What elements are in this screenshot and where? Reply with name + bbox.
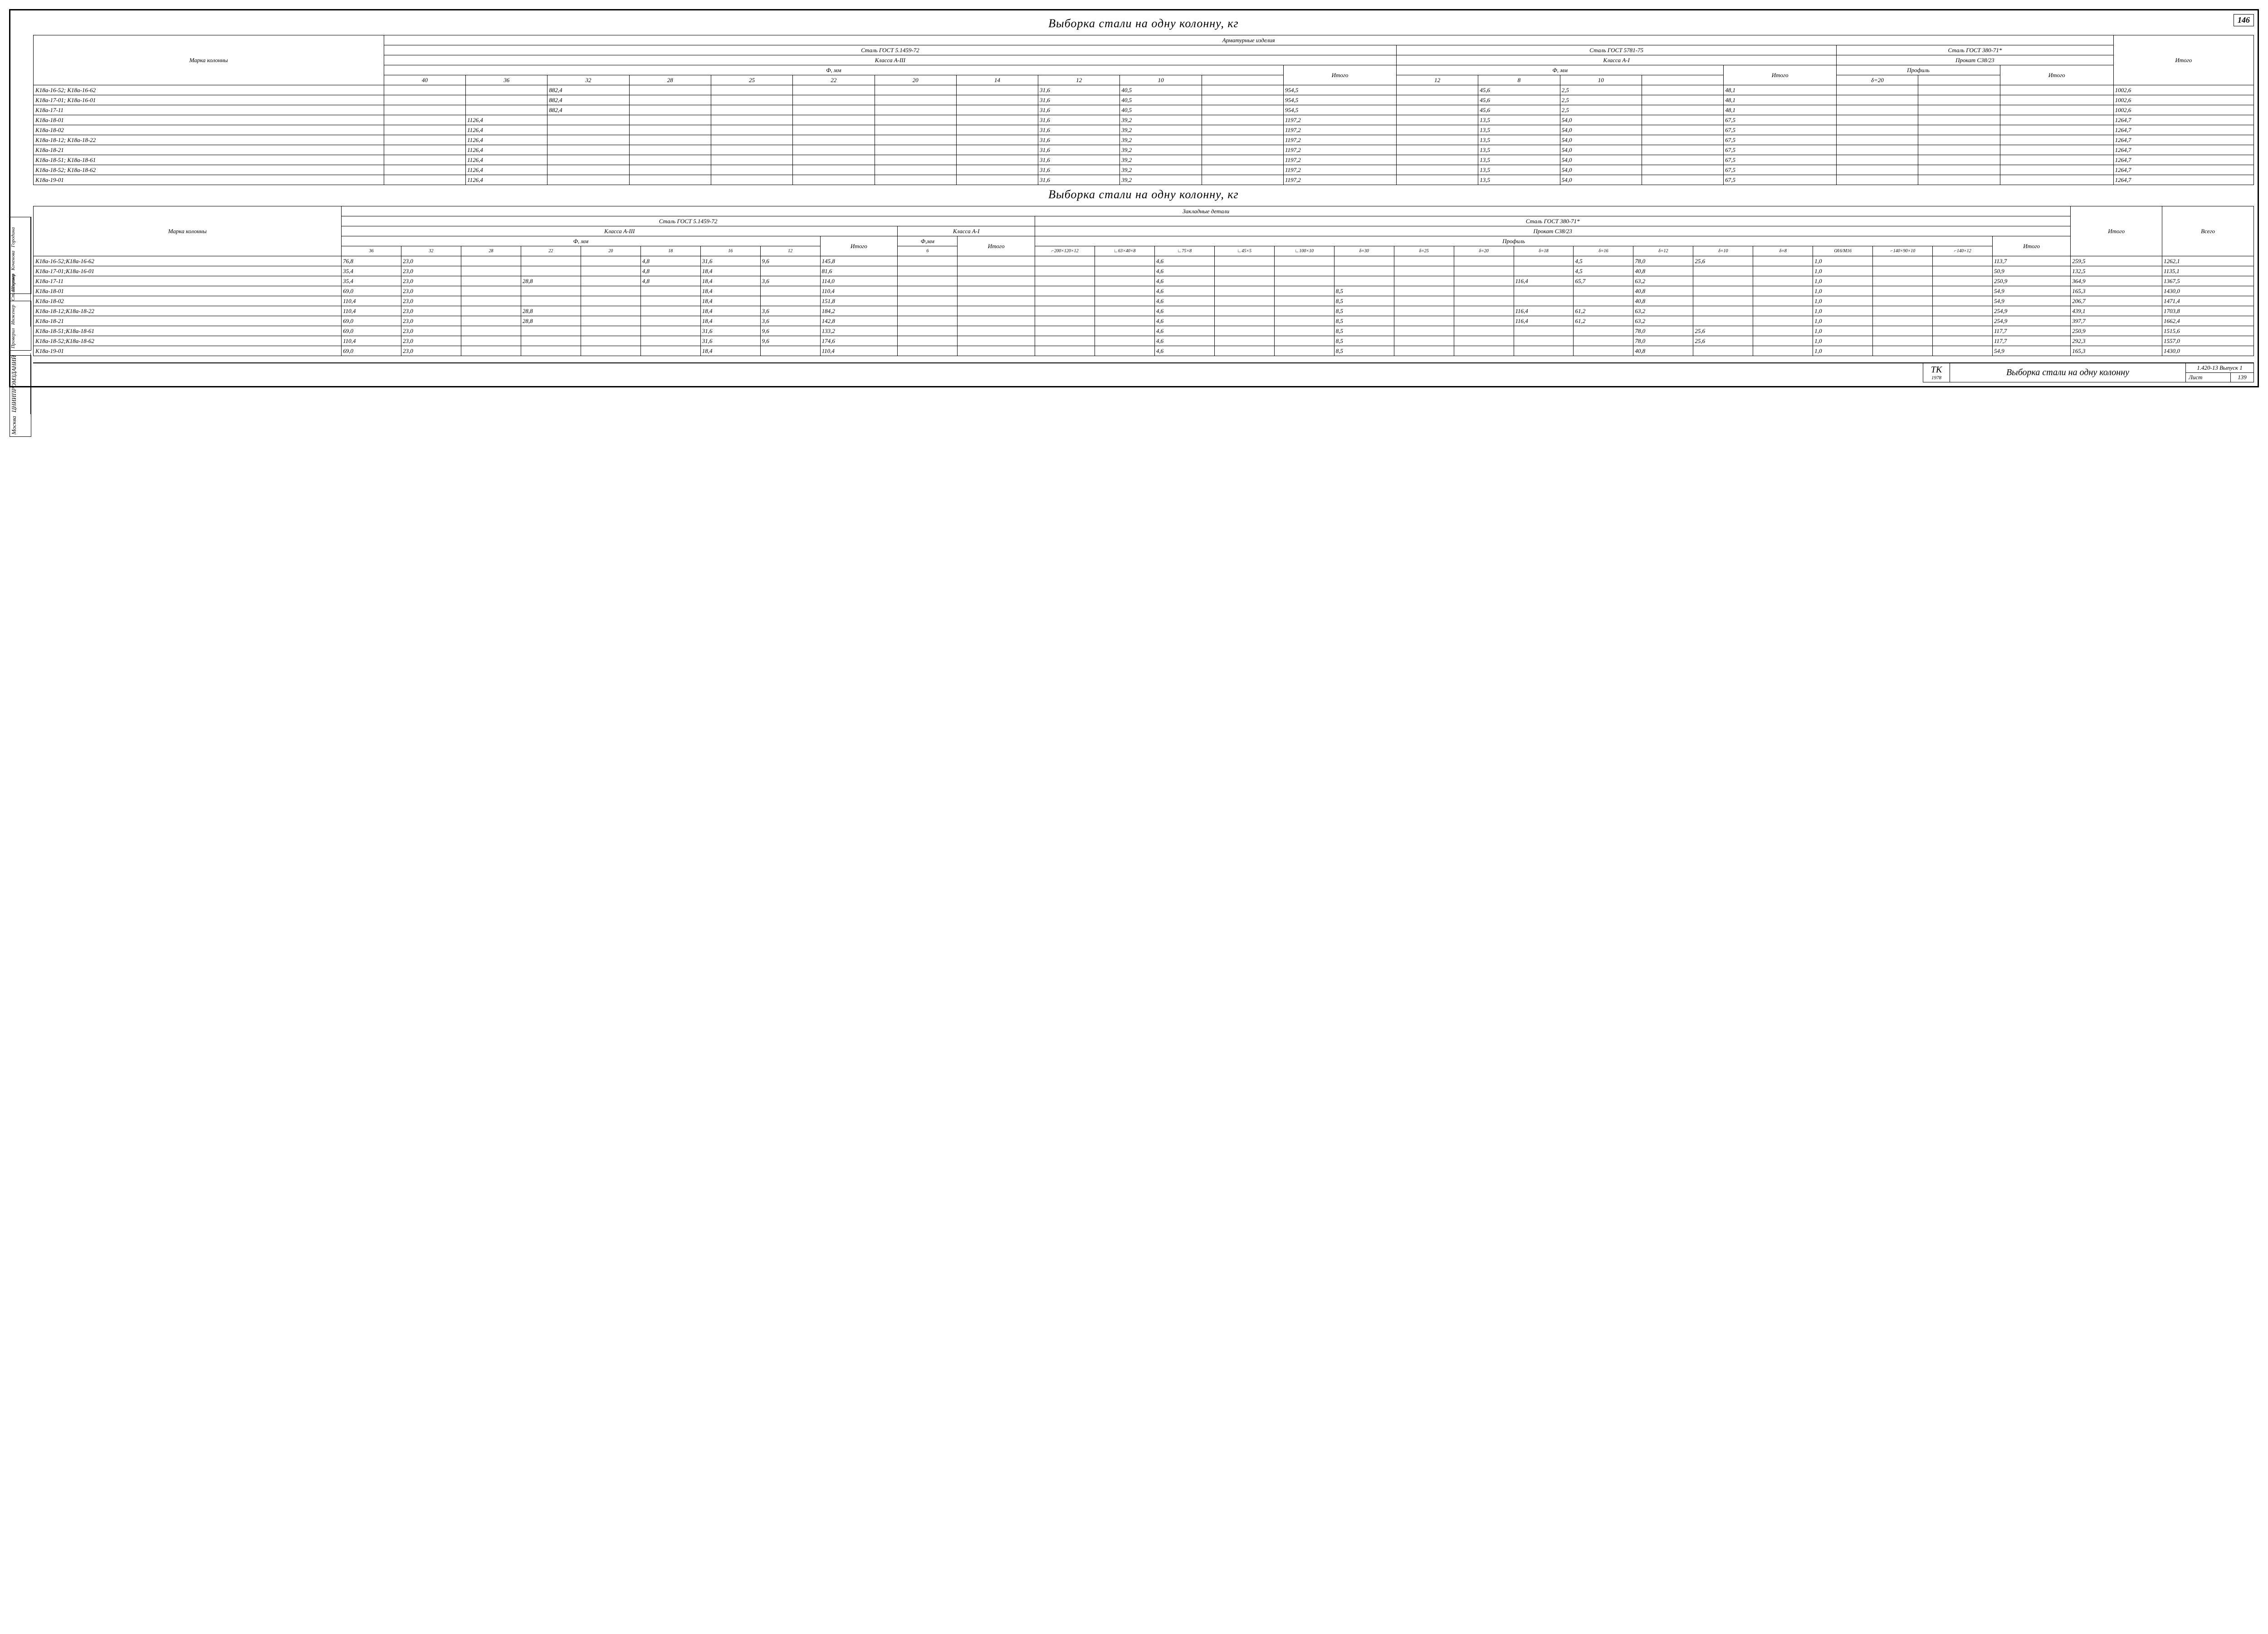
marka-header: Марка колонны — [34, 206, 342, 256]
t1-col: 10 — [1120, 75, 1202, 85]
steel-table-reinforcement: Марка колонны Арматурные изделия Итого С… — [33, 35, 2254, 185]
table-row: К18а-18-52; К18а-18-621126,431,639,21197… — [34, 165, 2254, 175]
table-row: К18а-17-11882,431,640,5954,545,62,548,11… — [34, 105, 2254, 115]
t2-col: ⌐140×12 — [1933, 246, 1993, 256]
t1-col — [1642, 75, 1723, 85]
table-row: К18а-18-2169,023,028,818,43,6142,84,68,5… — [34, 316, 2254, 326]
table-row: К18а-17-01;К18а-16-0135,423,04,818,481,6… — [34, 266, 2254, 276]
table2-title: Выборка стали на одну колонну, кг — [33, 188, 2254, 201]
t2-col: δ=18 — [1514, 246, 1574, 256]
t2-col: 16 — [700, 246, 760, 256]
stamp-tk: ТК 1978 — [1923, 363, 1950, 382]
t2-col: 20 — [581, 246, 640, 256]
table-row: К18а-18-12;К18а-18-22110,423,028,818,43,… — [34, 306, 2254, 316]
t2-col: O̸16/M16 — [1813, 246, 1873, 256]
t2-col: δ=12 — [1633, 246, 1693, 256]
t1-col: 14 — [956, 75, 1038, 85]
table-row: К18а-17-1135,423,028,84,818,43,6114,04,6… — [34, 276, 2254, 286]
t2-col: ⌐140×90×10 — [1873, 246, 1933, 256]
t2-col: 18 — [640, 246, 700, 256]
t1-col: 32 — [547, 75, 629, 85]
table-row: К18а-18-51;К18а-18-6169,023,031,69,6133,… — [34, 326, 2254, 336]
t1-col: δ=20 — [1837, 75, 1918, 85]
t2-col: ⌐200×120×12 — [1035, 246, 1095, 256]
table-row: К18а-18-211126,431,639,21197,213,554,067… — [34, 145, 2254, 155]
t2-col: δ=10 — [1693, 246, 1753, 256]
side-org: МоскваЦНИИПРОМЗДАНИЙ — [10, 355, 31, 437]
table-row: К18а-18-02110,423,018,4151,84,68,540,81,… — [34, 296, 2254, 306]
t1-super-header: Арматурные изделия — [384, 35, 2113, 45]
t2-col: 12 — [760, 246, 820, 256]
t2-col: δ=20 — [1454, 246, 1514, 256]
page-number: 146 — [2234, 14, 2254, 26]
stamp-right: 1.420-13 Выпуск 1 Лист 139 — [2186, 363, 2254, 382]
table-row: К18а-17-01; К18а-16-01882,431,640,5954,5… — [34, 95, 2254, 105]
t1-col: 10 — [1560, 75, 1642, 85]
t2-col: 28 — [461, 246, 521, 256]
t1-col: 8 — [1478, 75, 1560, 85]
steel-table-embedded: Марка колонны Закладные детали Итого Все… — [33, 206, 2254, 356]
t2-col: 22 — [521, 246, 581, 256]
t2-col: ∟75×8 — [1154, 246, 1214, 256]
t1-col: 28 — [629, 75, 711, 85]
table-row: К18а-18-0169,023,018,4110,44,68,540,81,0… — [34, 286, 2254, 296]
t1-col: 12 — [1397, 75, 1478, 85]
stamp-title: Выборка стали на одну колонну — [1950, 363, 2186, 382]
table-row: К18а-18-51; К18а-18-611126,431,639,21197… — [34, 155, 2254, 165]
marka-header: Марка колонны — [34, 35, 384, 85]
t2-col: 6 — [898, 246, 958, 256]
side-signatures-b: ПроверилИнженерСт.инженер — [10, 301, 31, 351]
t2-col: ∟63×40×8 — [1095, 246, 1154, 256]
t2-col: ∟100×10 — [1274, 246, 1334, 256]
t2-col: δ=30 — [1334, 246, 1394, 256]
t1-col: 22 — [793, 75, 875, 85]
t2-col: ∟45×5 — [1214, 246, 1274, 256]
t2-col: δ=16 — [1574, 246, 1633, 256]
t1-col: 40 — [384, 75, 465, 85]
table-row: К18а-18-011126,431,639,21197,213,554,067… — [34, 115, 2254, 125]
t1-col: 36 — [466, 75, 547, 85]
t2-vsego-header: Всего — [2162, 206, 2254, 256]
t1-col: 12 — [1038, 75, 1120, 85]
t1-itogo-header: Итого — [2113, 35, 2253, 85]
title-block: ТК 1978 Выборка стали на одну колонну 1.… — [33, 362, 2254, 382]
t2-head: Марка колонны Закладные детали Итого Все… — [34, 206, 2254, 256]
table1-title: Выборка стали на одну колонну, кг — [33, 17, 2254, 30]
t2-super-header: Закладные детали — [342, 206, 2071, 216]
t1-col: 20 — [875, 75, 956, 85]
t2-col: 36 — [342, 246, 401, 256]
table-row: К18а-19-0169,023,018,4110,44,68,540,81,0… — [34, 346, 2254, 356]
t1-head: Марка колонны Арматурные изделия Итого С… — [34, 35, 2254, 85]
table-row: К18а-18-52;К18а-18-62110,423,031,69,6174… — [34, 336, 2254, 346]
t2-col: δ=25 — [1394, 246, 1454, 256]
drawing-sheet: 146 ШоринаКоченова Городина ПроверилИнже… — [9, 9, 2259, 387]
t1-col — [1918, 75, 2000, 85]
t2-col: δ=8 — [1753, 246, 1813, 256]
table-row: К18а-19-011126,431,639,21197,213,554,067… — [34, 175, 2254, 185]
t2-col: 32 — [401, 246, 461, 256]
table-row: К18а-18-021126,431,639,21197,213,554,067… — [34, 125, 2254, 135]
table-row: К18а-18-12; К18а-18-221126,431,639,21197… — [34, 135, 2254, 145]
table-row: К18а-16-52;К18а-16-6276,823,04,831,69,61… — [34, 256, 2254, 266]
t1-col — [1202, 75, 1283, 85]
t1-col: 25 — [711, 75, 792, 85]
table-row: К18а-16-52; К18а-16-62882,431,640,5954,5… — [34, 85, 2254, 95]
